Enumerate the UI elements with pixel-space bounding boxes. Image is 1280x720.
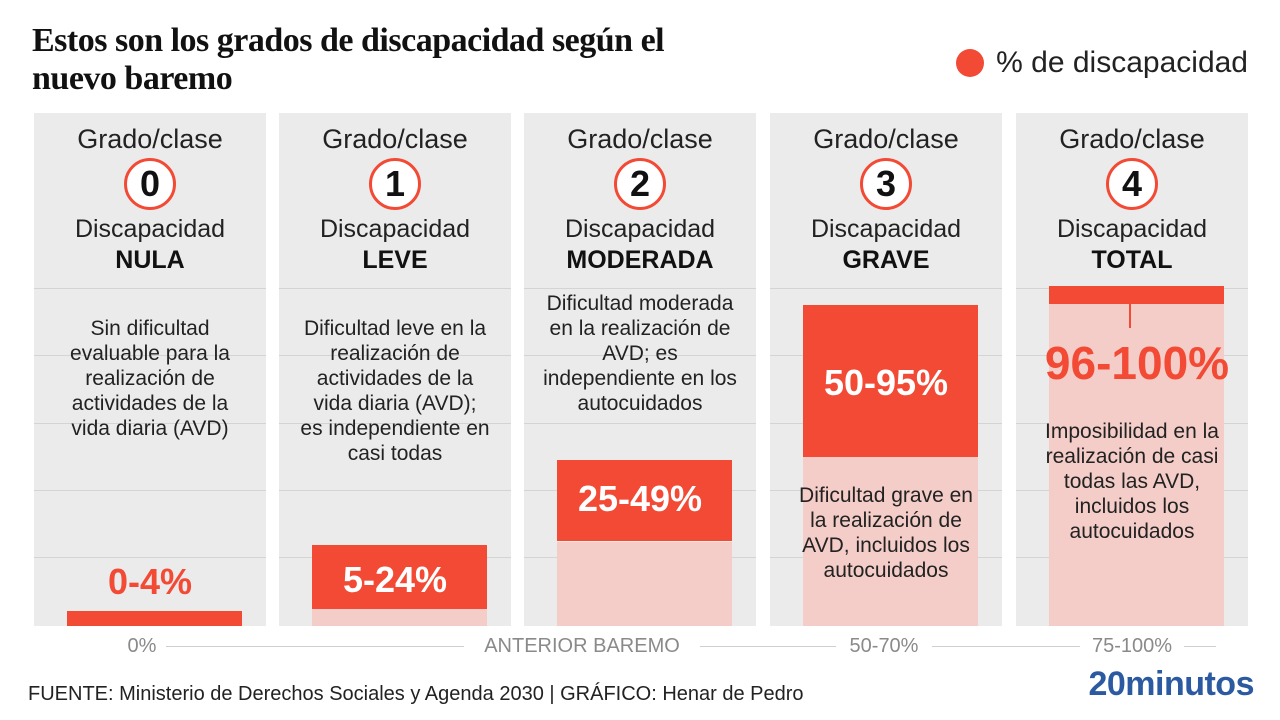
grade-label: Grado/clase: [1059, 124, 1205, 154]
gridline: [34, 355, 266, 356]
axis-title: ANTERIOR BAREMO: [464, 635, 700, 658]
gridline: [524, 423, 756, 424]
range-bar: [312, 544, 487, 610]
grade-panel-1: Grado/clase 1 Discapacidad LEVE Dificultad l…: [279, 113, 511, 626]
gridline: [279, 490, 511, 491]
range-bar: [557, 460, 732, 542]
gridline: [524, 288, 756, 289]
grade-panel-3: Grado/clase 3 Discapacidad GRAVE Dificultad …: [770, 113, 1002, 626]
range-label: 5-24%: [342, 559, 448, 600]
grade-number-badge: 4: [1106, 158, 1158, 210]
grade-header: Grado/clase 3 Discapacidad GRAVE: [770, 113, 1002, 275]
grade-header: Grado/clase 0 Discapacidad NULA: [34, 113, 266, 275]
range-base-bar: [1049, 301, 1224, 626]
range-base-bar: [557, 541, 732, 626]
grade-number-badge: 2: [614, 158, 666, 210]
disability-level: NULA: [115, 246, 185, 274]
disability-label: Discapacidad: [810, 215, 962, 243]
source-footer: FUENTE: Ministerio de Derechos Sociales …: [28, 683, 804, 705]
disability-level: TOTAL: [1091, 246, 1173, 274]
gridline: [279, 423, 511, 424]
disability-label: Discapacidad: [564, 215, 716, 243]
gridline: [279, 355, 511, 356]
disability-level: GRAVE: [842, 246, 930, 274]
grade-label: Grado/clase: [322, 124, 468, 154]
disability-label: Discapacidad: [1056, 215, 1208, 243]
grade-panel-4: Grado/clase 4 Discapacidad TOTAL Imposibilid…: [1016, 113, 1248, 626]
grade-description: Dificultad grave en la realización de AV…: [799, 484, 973, 582]
grade-number-badge: 0: [124, 158, 176, 210]
gridline: [279, 288, 511, 289]
disability-level: MODERADA: [566, 246, 714, 274]
disability-label: Discapacidad: [319, 215, 471, 243]
legend-swatch: [956, 49, 985, 77]
range-label: 50-95%: [823, 362, 949, 403]
grade-panel-0: Grado/clase 0 Discapacidad NULA Sin dificult…: [34, 113, 266, 626]
legend: % de discapacidad: [956, 46, 1248, 80]
disability-level: LEVE: [362, 246, 428, 274]
grade-header: Grado/clase 4 Discapacidad TOTAL: [1016, 113, 1248, 275]
gridline: [524, 355, 756, 356]
brand-logo: 20minutos: [1088, 665, 1254, 703]
grade-description: Imposibilidad en la realización de casi …: [1045, 420, 1219, 543]
grade-number-badge: 3: [860, 158, 912, 210]
grade-number-badge: 1: [369, 158, 421, 210]
previous-label-3: 50-70%: [836, 635, 932, 658]
grade-description: Sin dificultad evaluable para la realiza…: [70, 317, 230, 440]
legend-label: % de discapacidad: [996, 46, 1248, 79]
grade-label: Grado/clase: [77, 124, 223, 154]
previous-label-4: 75-100%: [1080, 635, 1184, 658]
disability-label: Discapacidad: [74, 215, 226, 243]
grade-label: Grado/clase: [813, 124, 959, 154]
gridline: [34, 288, 266, 289]
range-base-bar: [803, 457, 978, 626]
range-marker: [1129, 304, 1131, 328]
grade-header: Grado/clase 1 Discapacidad LEVE: [279, 113, 511, 275]
grade-panel-2: Grado/clase 2 Discapacidad MODERADA Dificult…: [524, 113, 756, 626]
gridline: [34, 423, 266, 424]
grade-header: Grado/clase 2 Discapacidad MODERADA: [524, 113, 756, 275]
gridline: [34, 490, 266, 491]
previous-label-0: 0%: [118, 635, 166, 658]
gridline: [770, 288, 1002, 289]
range-label: 25-49%: [577, 478, 703, 519]
range-bar: [67, 611, 242, 626]
range-bar: [803, 304, 978, 457]
grade-description: Dificultad moderada en la realización de…: [543, 292, 737, 415]
grade-description: Dificultad leve en la realización de act…: [300, 317, 490, 465]
range-label: 0-4%: [107, 561, 193, 602]
grade-label: Grado/clase: [567, 124, 713, 154]
range-base-bar: [312, 609, 487, 626]
range-label: 96-100%: [1044, 337, 1230, 389]
gridline: [34, 557, 266, 558]
range-bar: [1049, 286, 1224, 304]
chart-title: Estos son los grados de discapacidad seg…: [32, 22, 665, 97]
